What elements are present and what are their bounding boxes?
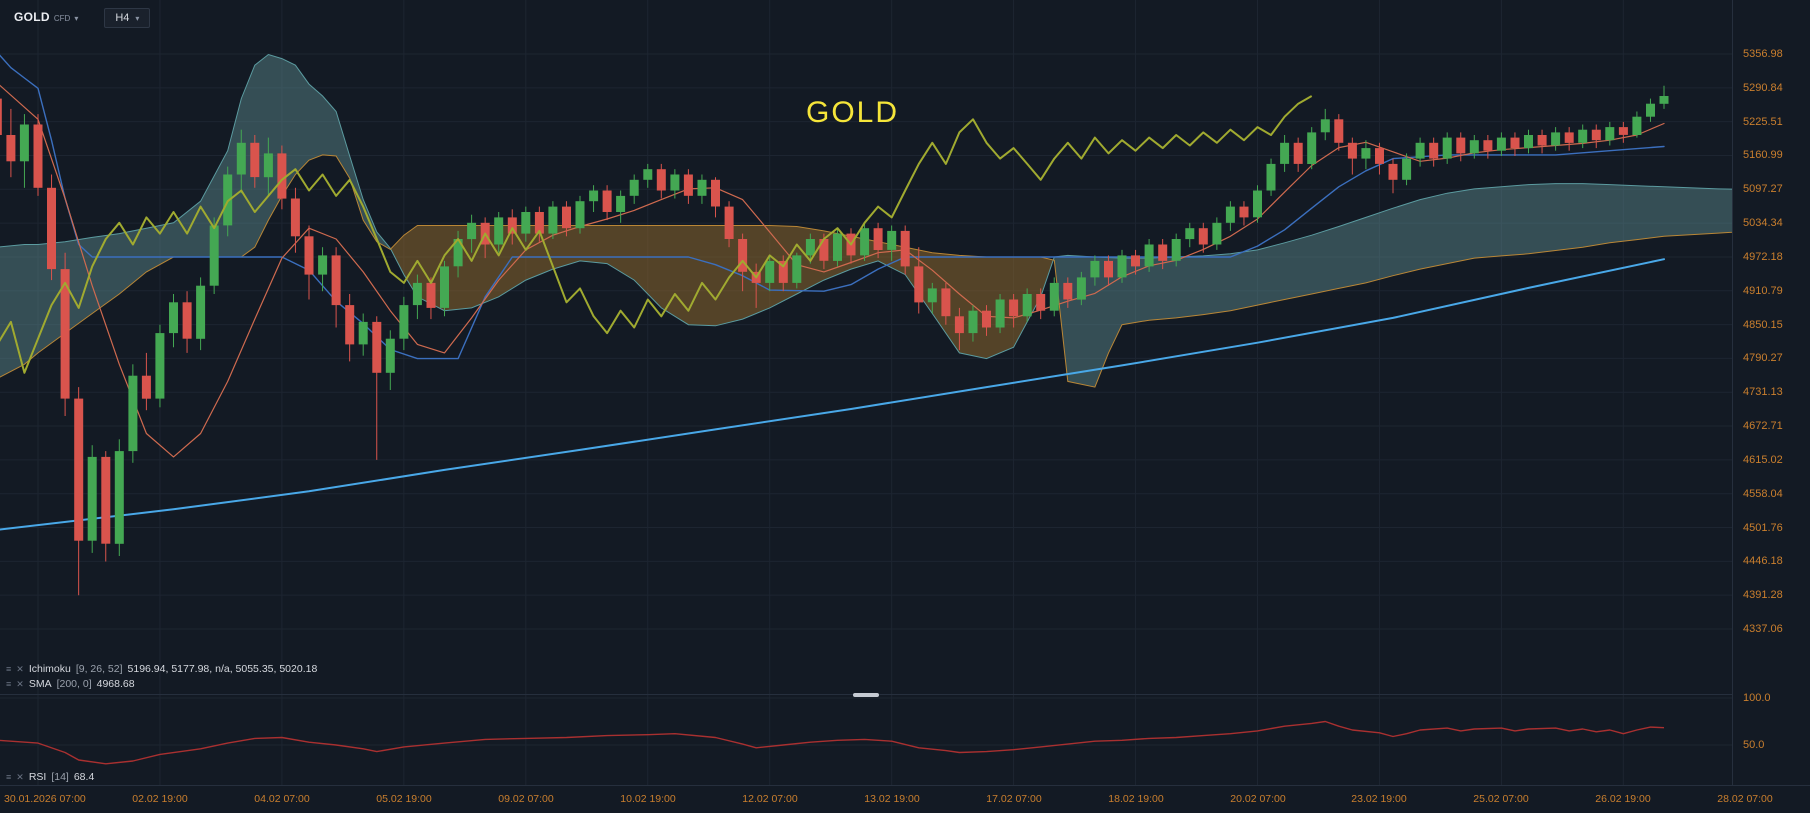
- symbol-selector[interactable]: GOLD CFD ▾: [10, 8, 82, 26]
- indicator-settings-icon[interactable]: ≡: [6, 771, 12, 782]
- price-axis-label: 5097.27: [1743, 183, 1783, 195]
- price-axis-label: 4501.76: [1743, 522, 1783, 534]
- price-axis-label: 4446.18: [1743, 555, 1783, 567]
- time-axis-label: 05.02 19:00: [376, 793, 432, 805]
- indicator-name: RSI: [28, 770, 47, 783]
- price-axis[interactable]: 5356.98 5290.84 5225.51 5160.99 5097.27 5034.…: [1732, 0, 1810, 785]
- sma-legend-row: ≡ ✕ SMA [200, 0] 4968.68: [6, 676, 317, 691]
- price-axis-label: 4391.28: [1743, 589, 1783, 601]
- time-axis-label: 30.01.2026 07:00: [4, 793, 86, 805]
- chevron-down-icon: ▾: [135, 13, 140, 23]
- time-axis-label: 26.02 19:00: [1595, 793, 1651, 805]
- indicator-params: [14]: [51, 770, 69, 783]
- time-axis-label: 10.02 19:00: [620, 793, 676, 805]
- ichimoku-legend-row: ≡ ✕ Ichimoku [9, 26, 52] 5196.94, 5177.9…: [6, 661, 317, 676]
- rsi-axis-label: 50.0: [1743, 739, 1765, 751]
- price-axis-label: 5225.51: [1743, 116, 1783, 128]
- price-axis-label: 4672.71: [1743, 420, 1783, 432]
- time-axis-label: 23.02 19:00: [1351, 793, 1407, 805]
- indicator-close-icon[interactable]: ✕: [16, 663, 24, 674]
- time-axis-label: 25.02 07:00: [1473, 793, 1529, 805]
- indicator-params: [200, 0]: [56, 677, 92, 690]
- rsi-chart-svg[interactable]: [0, 695, 1732, 785]
- price-axis-label: 4972.18: [1743, 251, 1783, 263]
- price-axis-label: 4337.06: [1743, 623, 1783, 635]
- time-axis-label: 13.02 19:00: [864, 793, 920, 805]
- indicator-name: SMA: [28, 677, 52, 690]
- price-axis-label: 5160.99: [1743, 149, 1783, 161]
- time-axis-label: 28.02 07:00: [1717, 793, 1773, 805]
- price-axis-label: 5290.84: [1743, 82, 1783, 94]
- time-axis-label: 02.02 19:00: [132, 793, 188, 805]
- price-axis-label: 4731.13: [1743, 386, 1783, 398]
- pane-resize-handle[interactable]: [853, 693, 879, 697]
- price-axis-label: 4850.15: [1743, 319, 1783, 331]
- rsi-axis-label: 100.0: [1743, 692, 1771, 704]
- time-axis-label: 09.02 07:00: [498, 793, 554, 805]
- symbol-name: GOLD: [14, 10, 50, 24]
- price-axis-label: 5356.98: [1743, 48, 1783, 60]
- timeframe-selector[interactable]: H4 ▾: [104, 8, 151, 28]
- indicator-params: [9, 26, 52]: [75, 662, 123, 675]
- indicator-values: 5196.94, 5177.98, n/a, 5055.35, 5020.18: [127, 662, 318, 675]
- rsi-pane: ≡ ✕ RSI [14] 68.4: [0, 695, 1732, 785]
- indicator-close-icon[interactable]: ✕: [16, 678, 24, 689]
- price-axis-label: 4615.02: [1743, 454, 1783, 466]
- time-axis[interactable]: 30.01.2026 07:00 02.02 19:00 04.02 07:00 05…: [0, 785, 1810, 813]
- timeframe-label: H4: [115, 12, 130, 24]
- time-axis-label: 17.02 07:00: [986, 793, 1042, 805]
- time-axis-label: 18.02 19:00: [1108, 793, 1164, 805]
- indicator-values: 4968.68: [96, 677, 135, 690]
- price-axis-label: 5034.34: [1743, 217, 1783, 229]
- rsi-legend-row: ≡ ✕ RSI [14] 68.4: [6, 769, 94, 784]
- price-axis-label: 4558.04: [1743, 488, 1783, 500]
- chevron-down-icon: ▾: [74, 14, 79, 23]
- indicator-name: Ichimoku: [28, 662, 71, 675]
- price-axis-label: 4790.27: [1743, 352, 1783, 364]
- symbol-type: CFD: [53, 14, 71, 23]
- time-axis-label: 12.02 07:00: [742, 793, 798, 805]
- time-axis-label: 04.02 07:00: [254, 793, 310, 805]
- time-axis-label: 20.02 07:00: [1230, 793, 1286, 805]
- chart-toolbar: GOLD CFD ▾ H4 ▾: [10, 8, 151, 28]
- main-chart-svg[interactable]: [0, 0, 1732, 695]
- indicator-values: 68.4: [73, 770, 95, 783]
- price-axis-label: 4910.79: [1743, 285, 1783, 297]
- indicator-settings-icon[interactable]: ≡: [6, 678, 12, 689]
- chart-watermark: GOLD: [806, 96, 900, 129]
- indicator-close-icon[interactable]: ✕: [16, 771, 24, 782]
- indicator-settings-icon[interactable]: ≡: [6, 663, 12, 674]
- rsi-legend: ≡ ✕ RSI [14] 68.4: [6, 769, 94, 784]
- indicator-legend: ≡ ✕ Ichimoku [9, 26, 52] 5196.94, 5177.9…: [6, 661, 317, 691]
